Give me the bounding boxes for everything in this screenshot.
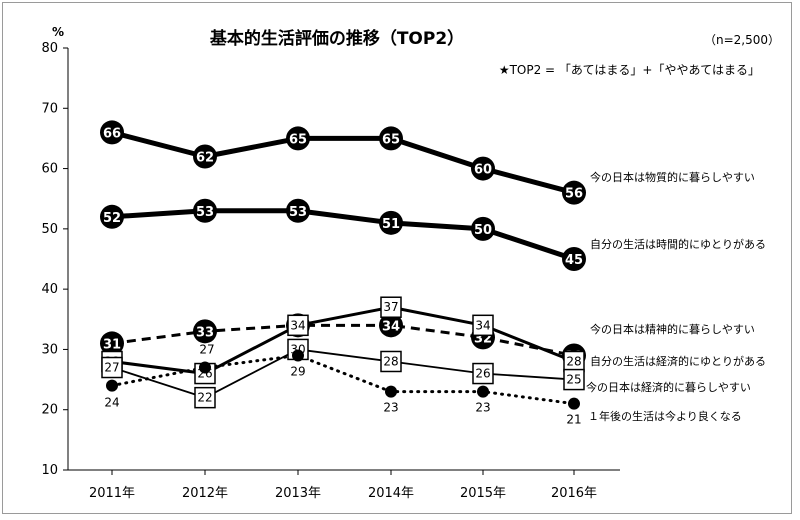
series-label-3: 今の日本は精神的に暮らしやすい [590,322,755,336]
data-label: 56 [565,187,583,202]
series-line-1 [111,129,575,196]
series-line-2 [111,208,575,262]
data-point-circle [471,216,495,241]
x-tick-label: 2011年 [89,486,135,501]
x-tick-label: 2014年 [368,486,414,501]
data-point-circle [193,319,217,344]
data-label: 66 [103,126,121,141]
data-label: 51 [382,217,400,232]
series-label-4: 自分の生活は経済的にゆとりがある [590,354,766,368]
x-tick-label: 2015年 [460,486,506,501]
y-unit: % [52,25,64,39]
data-label: 25 [566,373,581,387]
data-point-circle [471,156,495,181]
y-tick-label: 20 [41,403,58,418]
data-point-square [472,314,494,337]
data-label: 26 [475,367,490,381]
data-label: 24 [104,396,119,410]
y-tick-label: 70 [41,101,58,116]
data-point-circle [100,331,124,356]
data-point-square [380,296,402,318]
series-label-6: １年後の生活は今より良くなる [588,409,742,423]
series-line-6 [110,353,576,406]
data-point-dot [106,379,118,392]
y-tick-label: 50 [41,222,58,237]
data-point-circle [286,198,310,223]
series-label-2: 自分の生活は時間的にゆとりがある [590,237,766,251]
data-point-circle [379,126,403,151]
data-label: 53 [289,205,307,220]
y-tick-label: 60 [41,162,58,177]
data-point-square [472,362,494,385]
sample-note: （n=2,500） [704,33,780,47]
data-label: 60 [474,163,492,178]
data-label: 22 [197,391,212,405]
data-label: 45 [565,253,583,268]
series-label-5: 今の日本は経済的に暮らしやすい [586,380,751,394]
data-label: 23 [383,401,398,415]
chart-title: 基本的生活評価の推移（TOP2） [209,28,464,49]
data-label: 29 [290,364,305,378]
data-label: 31 [103,337,121,352]
chart-frame [2,2,792,514]
x-tick-label: 2012年 [182,486,228,501]
x-tick-label: 2016年 [551,486,597,501]
x-tick-label: 2013年 [275,486,321,501]
data-label: 37 [383,300,398,314]
data-point-circle [100,120,124,145]
data-label: 62 [196,151,214,166]
data-point-dot [199,361,211,374]
data-point-circle [379,210,403,235]
data-point-dot [477,385,489,398]
data-label: 65 [382,132,400,147]
data-label: 34 [290,318,305,332]
data-point-square [287,314,309,337]
y-tick-label: 30 [41,342,58,357]
axes: 10 20 30 40 50 60 70 80 2011年 2012年 2013年 2014年 2015… [41,41,620,501]
data-point-square [380,350,402,373]
y-tick-label: 80 [41,41,58,56]
top2-note: ★TOP2 = 「あてはまる」+「ややあてはまる」 [499,63,760,77]
data-label: 27 [199,343,214,357]
data-label: 28 [383,354,398,368]
data-point-circle [193,198,217,223]
series-lines [110,129,576,406]
y-tick-label: 40 [41,282,58,297]
data-label: 34 [382,319,400,334]
data-label: 27 [104,361,119,375]
y-tick-label: 10 [41,463,58,478]
series-line-3 [111,323,575,357]
series-label-1: 今の日本は物質的に暮らしやすい [590,170,755,184]
data-point-circle [562,180,586,205]
data-point-dot [568,397,580,410]
data-label: 34 [475,318,490,332]
series-line-5 [111,348,575,399]
data-label: 50 [474,223,492,238]
data-label: 52 [103,211,121,226]
data-label: 23 [475,401,490,415]
data-point-circle [193,144,217,169]
series-markers: 6662656560565253535150453133343432292826… [100,120,586,427]
data-point-square [194,386,216,409]
data-label: 65 [289,132,307,147]
data-label: 53 [196,205,214,220]
data-point-square [101,356,123,379]
series-labels: 今の日本は物質的に暮らしやすい自分の生活は時間的にゆとりがある今の日本は精神的に… [586,170,766,423]
data-point-circle [379,313,403,338]
data-label: 33 [196,325,214,340]
data-label: 21 [566,413,581,427]
data-point-circle [100,204,124,229]
data-point-circle [286,126,310,151]
data-point-square [563,368,585,391]
data-point-circle [562,247,586,271]
data-label: 28 [566,354,581,368]
data-point-dot [292,349,304,362]
data-point-dot [385,385,397,398]
